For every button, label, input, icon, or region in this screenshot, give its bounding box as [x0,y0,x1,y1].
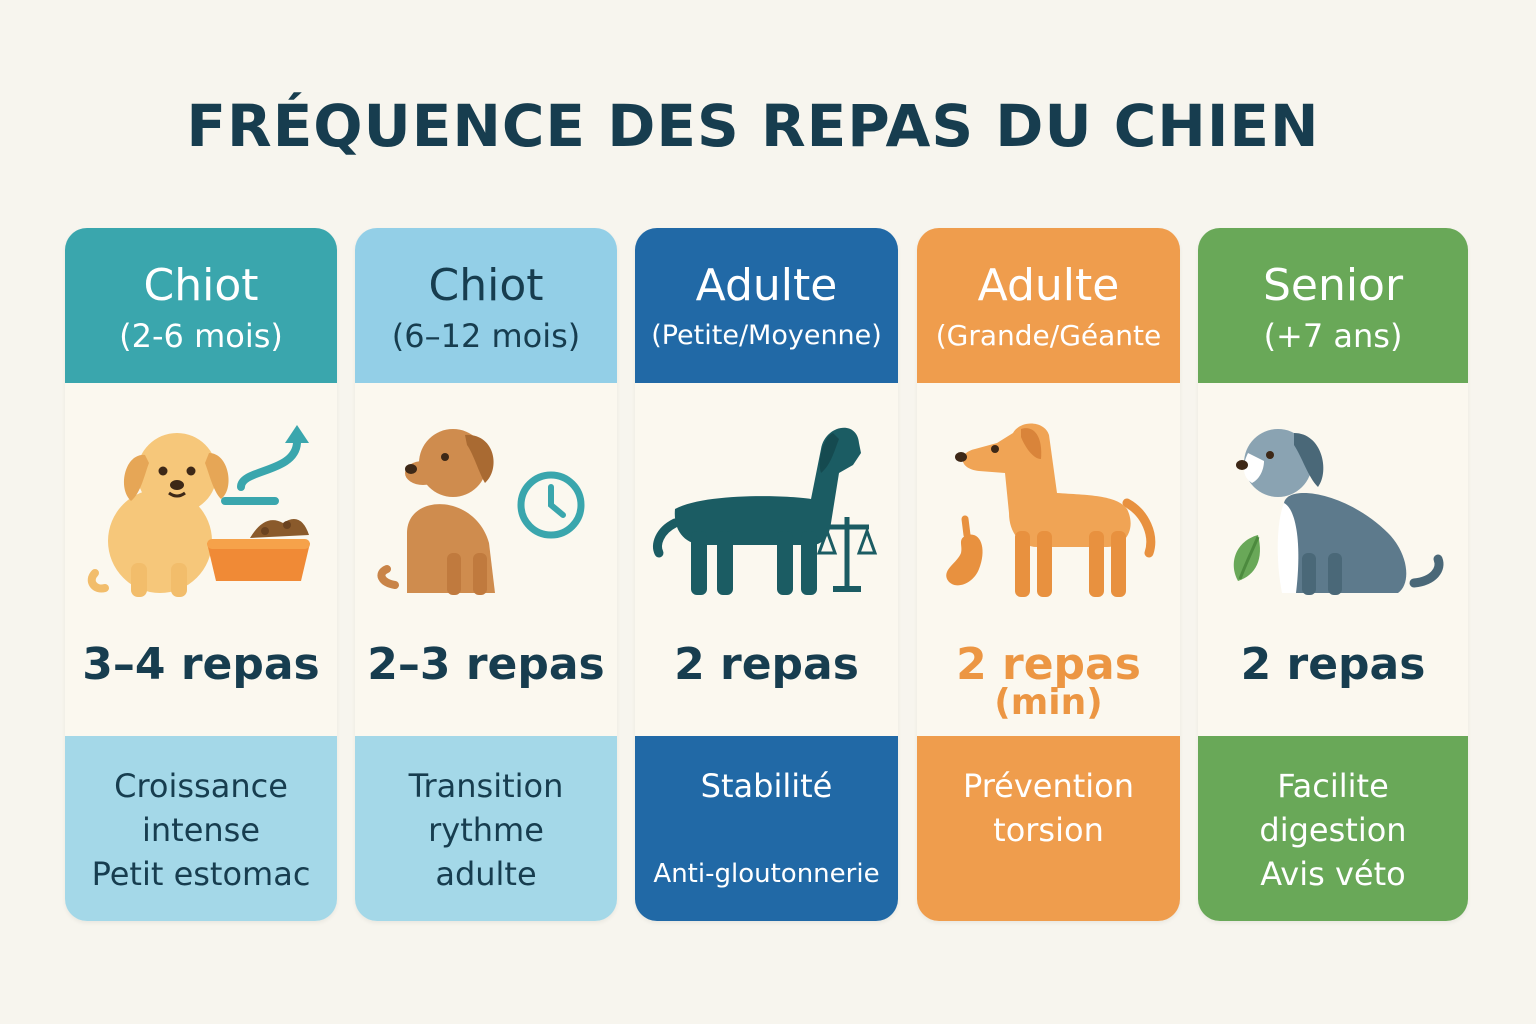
note-line: Stabilité [700,767,833,805]
balance-scale-icon [816,517,878,592]
card-notes: Prévention torsion [917,736,1180,921]
card-title: Chiot [143,260,259,311]
card-header: Adulte (Petite/Moyenne) [635,228,898,383]
card-header: Adulte (Grande/Géante [917,228,1180,383]
card-header: Chiot (6–12 mois) [355,228,617,383]
card-title: Adulte [695,260,838,311]
card-notes: Stabilité Anti-gloutonnerie [635,736,898,921]
meals-count-value: 2 repas [956,639,1141,690]
card-subtitle: (+7 ans) [1263,317,1403,355]
meals-count: 2–3 repas [367,639,605,690]
note-line: digestion [1259,811,1407,849]
meals-count-qualifier: (min) [994,682,1103,723]
large-dog-icon [955,423,1156,597]
card-subtitle: (Grande/Géante [935,319,1162,352]
senior-dog-icon [1236,429,1444,595]
note-line: Prévention [962,767,1135,805]
food-bowl-icon [207,519,310,581]
clock-icon [517,471,585,539]
card-senior: Senior (+7 ans) [1198,228,1468,921]
note-line: intense [141,811,261,849]
card-notes: Facilite digestion Avis véto [1198,736,1468,921]
note-line: rythme [428,811,544,849]
card-puppy-2-6: Chiot (2-6 mois) [65,228,337,921]
note-line: Avis véto [1260,855,1406,893]
adult-dog-icon [653,427,861,595]
card-subtitle: (6–12 mois) [391,317,581,355]
card-title: Senior [1262,260,1404,311]
card-title: Chiot [428,260,544,311]
note-line: Transition [408,767,564,805]
card-illustration [917,413,1180,613]
arrow-up-icon [221,425,309,505]
young-dog-icon [377,429,495,595]
card-header: Senior (+7 ans) [1198,228,1468,383]
meals-count: 2 repas [674,639,859,690]
note-line: torsion [993,811,1104,849]
card-illustration [65,413,337,613]
card-illustration [1198,413,1468,613]
card-adult-large-giant: Adulte (Grande/Géante [917,228,1180,921]
puppy-icon [87,433,229,597]
meal-frequency-cards: Chiot (2-6 mois) [0,228,1536,922]
note-line: Croissance [114,767,288,805]
card-adult-small-medium: Adulte (Petite/Moyenne) [635,228,898,921]
meals-count: 2 repas (min) [917,636,1180,723]
card-header: Chiot (2-6 mois) [65,228,337,383]
card-subtitle: (Petite/Moyenne) [651,320,882,351]
card-puppy-6-12: Chiot (6–12 mois) [355,228,617,921]
meals-count: 2 repas [1240,639,1426,690]
stomach-icon [946,515,983,586]
card-title: Adulte [977,260,1120,311]
leaf-icon [1233,535,1260,581]
card-illustration [635,413,898,613]
card-illustration [355,413,617,613]
note-line: Facilite [1277,767,1389,805]
card-subtitle: (2-6 mois) [119,317,283,355]
note-line: Anti-gloutonnerie [653,859,880,889]
card-notes: Transition rythme adulte [355,736,617,921]
note-line: adulte [435,855,537,893]
note-spacer [635,808,898,852]
card-notes: Croissance intense Petit estomac [65,736,337,921]
meals-count: 3–4 repas [82,639,320,690]
note-line: Petit estomac [91,855,311,893]
page-title: FRÉQUENCE DES REPAS DU CHIEN [186,92,1320,160]
